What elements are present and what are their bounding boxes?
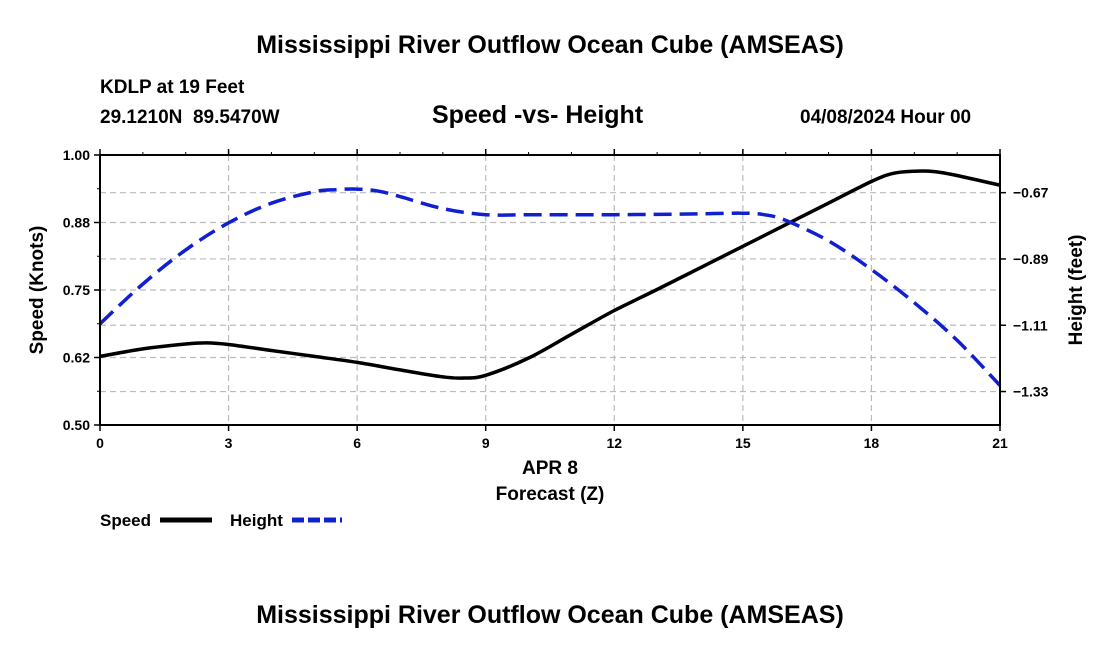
y-right-tick-label: −0.89 [1013,251,1049,267]
series-line-speed [99,169,1001,380]
x-tick-label: 6 [353,435,361,451]
x-tick-label: 12 [606,435,622,451]
y-left-tick-label: 0.88 [63,215,90,231]
x-axis-label: Forecast (Z) [496,484,605,505]
page-title: Mississippi River Outflow Ocean Cube (AM… [256,31,844,59]
x-tick-label: 9 [482,435,490,451]
x-tick-label: 0 [96,435,104,451]
y-left-tick-label: 0.62 [63,350,90,366]
legend-label-height: Height [230,511,283,530]
footer-title: Mississippi River Outflow Ocean Cube (AM… [256,601,844,629]
x-tick-label: 15 [735,435,751,451]
x-axis-date-label: APR 8 [522,458,578,479]
axis-labels: 0 3 6 9 12 15 18 21 0.50 0.62 0.75 0.88 1.00 −0.67 −0.… [63,147,1049,451]
legend-label-speed: Speed [100,511,151,530]
y-right-tick-label: −1.33 [1013,384,1049,400]
x-tick-label: 21 [992,435,1008,451]
grid-lines [100,155,1000,425]
y-right-tick-label: −0.67 [1013,185,1049,201]
x-tick-label: 3 [225,435,233,451]
series-line-height [98,187,1002,387]
x-tick-label: 18 [864,435,880,451]
datetime-label: 04/08/2024 Hour 00 [800,107,972,128]
series-lines [98,169,1002,387]
plot-frame [99,154,1001,426]
y-axis-right-label: Height (feet) [1066,235,1087,346]
y-left-tick-label: 0.75 [63,282,90,298]
y-left-tick-label: 1.00 [63,147,90,163]
y-left-tick-label: 0.50 [63,417,90,433]
y-right-tick-label: −1.11 [1013,317,1048,333]
legend: Speed Height [100,511,342,530]
coordinates-label: 29.1210N 89.5470W [100,107,280,128]
station-label: KDLP at 19 Feet [100,77,245,98]
y-axis-left-label: Speed (Knots) [27,226,48,355]
chart-title: Speed -vs- Height [432,101,644,129]
